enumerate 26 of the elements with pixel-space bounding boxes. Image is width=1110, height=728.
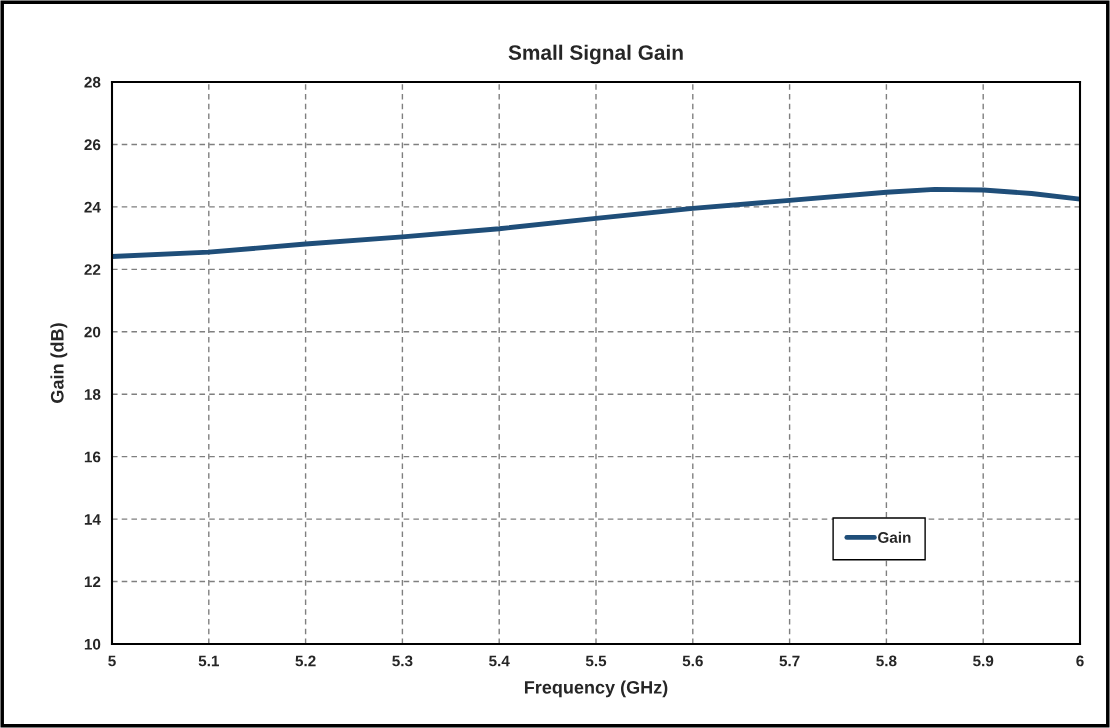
y-tick-label: 10 bbox=[84, 638, 101, 650]
x-tick-label: 5.2 bbox=[295, 655, 316, 667]
y-tick-label: 18 bbox=[84, 389, 101, 400]
x-tick-label: 5.5 bbox=[585, 655, 607, 667]
x-tick-label: 5.6 bbox=[682, 655, 703, 667]
x-tick-label: 5.8 bbox=[876, 655, 897, 667]
x-tick-label: 6 bbox=[1076, 655, 1084, 667]
y-tick-label: 28 bbox=[84, 76, 101, 88]
y-axis-title: Gain (dB) bbox=[50, 323, 68, 403]
y-tick-label: 24 bbox=[84, 201, 101, 213]
y-tick-label: 20 bbox=[84, 326, 101, 338]
legend-label: Gain bbox=[878, 531, 911, 543]
x-tick-label: 5.3 bbox=[392, 655, 413, 667]
y-tick-label: 14 bbox=[84, 514, 101, 525]
y-tick-label: 12 bbox=[84, 576, 101, 588]
line-series bbox=[112, 186, 1080, 259]
x-tick-label: 5.4 bbox=[489, 655, 510, 667]
x-tick-label: 5.7 bbox=[779, 655, 800, 667]
x-tick-label: 5 bbox=[108, 655, 116, 667]
chart-title: Small Signal Gain bbox=[508, 44, 683, 65]
y-tick-label: 16 bbox=[84, 451, 101, 463]
x-axis-title: Frequency (GHz) bbox=[524, 680, 668, 698]
x-tick-label: 5.1 bbox=[198, 655, 219, 667]
x-tick-label: 5.9 bbox=[973, 655, 994, 667]
y-tick-label: 26 bbox=[84, 139, 101, 151]
y-tick-label: 22 bbox=[84, 264, 101, 275]
